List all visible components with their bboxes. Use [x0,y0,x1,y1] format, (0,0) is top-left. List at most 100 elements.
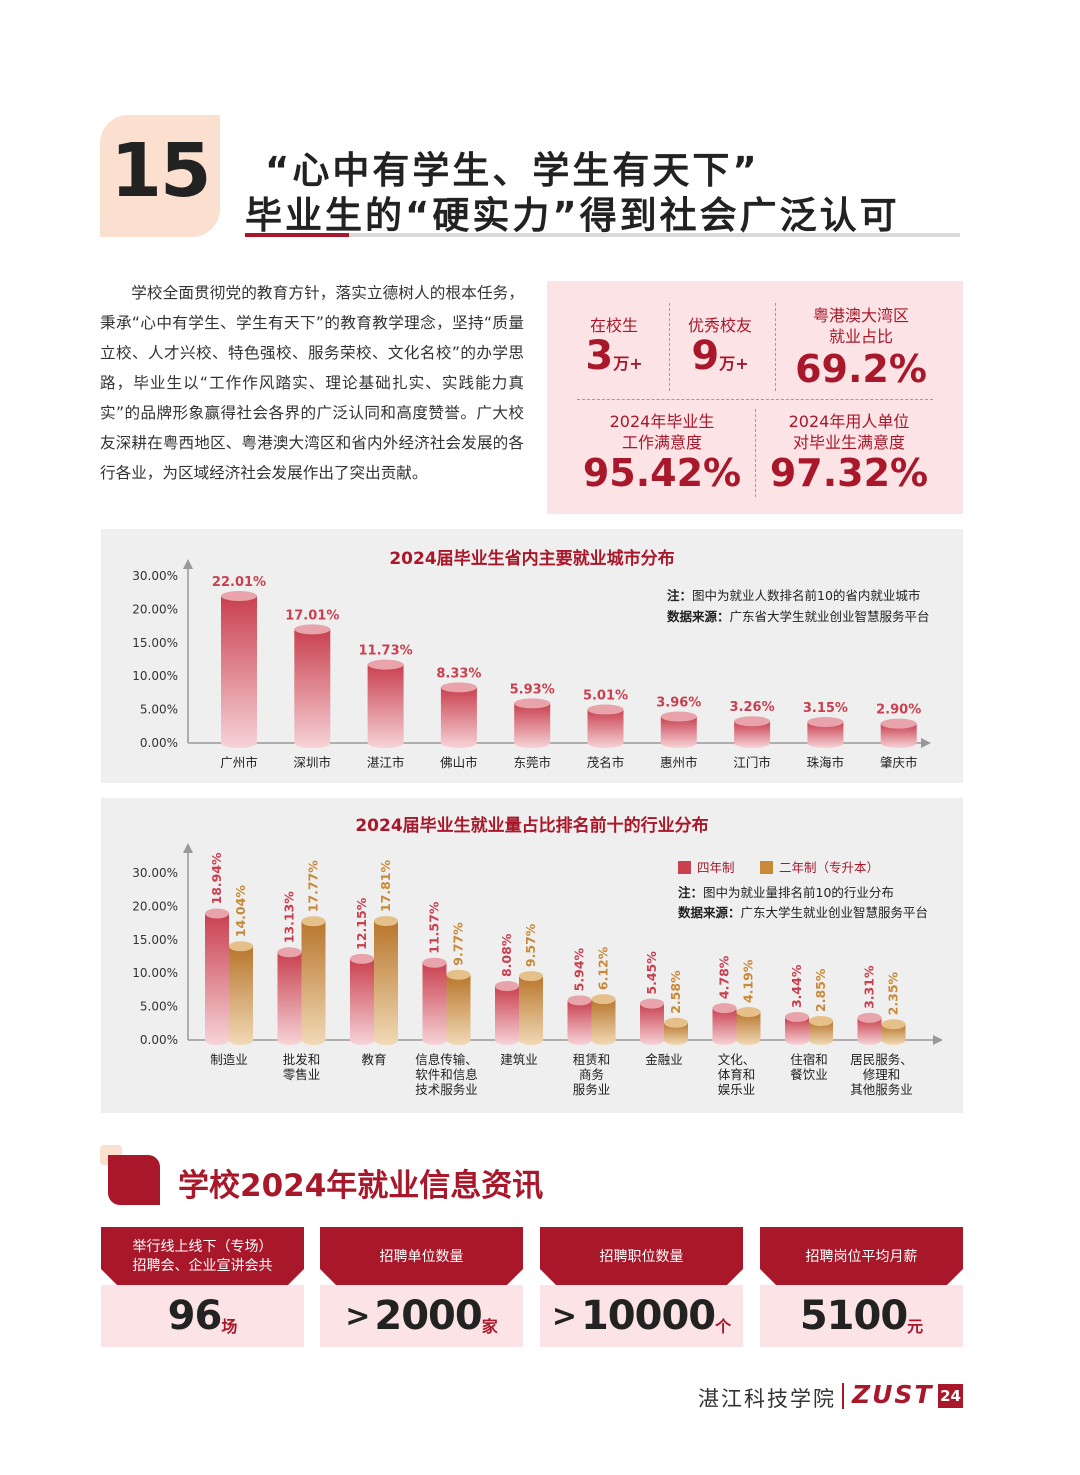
industry-bar-top [519,971,543,982]
industry-bar [350,958,374,1045]
industry-category-label-line: 餐饮业 [790,1067,828,1082]
industry-bar [495,986,519,1045]
y-tick-label: 5.00% [140,703,178,717]
info-card-unit: 家 [481,1317,498,1336]
industry-category-label: 信息传输、软件和信息技术服务业 [415,1052,478,1097]
section-title: 学校2024年就业信息资讯 [178,1168,544,1204]
alumni-value: 9万+ [675,333,765,379]
stats-panel: 在校生 3万+ 优秀校友 9万+ 粤港澳大湾区 就业占比 69.2% 2024年… [547,281,963,514]
industry-bar-top [350,953,374,964]
y-tick-label: 0.00% [140,1033,178,1047]
source-label: 数据来源： [667,609,730,624]
employer-satisfaction-value: 97.32% [769,451,929,495]
city-category-label: 东莞市 [513,755,551,770]
industry-bar-value-label: 17.81% [378,859,393,912]
section-number: 15 [110,128,212,214]
y-tick-label: 0.00% [140,736,178,750]
industry-bar [374,921,398,1045]
city-bar-value-label: 11.73% [359,644,413,659]
legend-swatch-red [678,861,691,874]
legend-four-year: 四年制 [678,857,735,876]
students-number: 3 [585,333,614,379]
city-category-label: 深圳市 [294,755,332,770]
info-card-head: 招聘岗位平均月薪 [760,1227,963,1287]
industry-bar-top [422,957,447,968]
x-axis-arrow [921,738,931,748]
industry-bar-value-label: 5.45% [644,951,659,995]
industry-bar-top [857,1012,882,1023]
industry-category-label: 制造业 [210,1052,248,1067]
source-label: 数据来源： [678,905,741,920]
y-axis-arrow [183,559,193,569]
city-chart-note: 注：图中为就业人数排名前10的省内就业城市 [667,585,920,604]
info-card-value: 10000 [580,1293,716,1339]
city-category-label: 肇庆市 [880,755,918,770]
city-bar [514,703,551,748]
city-bar [294,629,331,748]
footer-logo: ZUST [852,1380,934,1409]
note-label: 注： [667,588,693,603]
city-category-label: 茂名市 [587,755,625,770]
city-bar-value-label: 3.15% [803,701,848,716]
industry-bar-value-label: 3.44% [789,964,804,1008]
industry-bar-top [809,1015,833,1026]
city-category-label: 惠州市 [660,755,698,770]
industry-bar-top [736,1007,761,1018]
city-bar-top [440,682,477,693]
industry-bar [881,1024,906,1045]
industry-category-label-line: 娱乐业 [718,1082,756,1097]
city-bar-top [221,590,257,601]
industry-bar-top [712,1003,737,1014]
city-bar-value-label: 8.33% [436,666,481,681]
industry-bar-value-label: 9.57% [523,923,538,967]
section-decoration [108,1155,160,1205]
x-axis-arrow [933,1035,943,1045]
stats-divider [775,303,776,391]
city-bar [587,709,624,748]
city-bar-value-label: 3.26% [730,700,775,715]
y-tick-label: 10.00% [132,669,178,683]
info-card-value: 96 [167,1293,223,1339]
title-underline-accent [245,233,349,237]
city-bar-value-label: 2.90% [876,703,921,718]
info-card-unit: 个 [715,1317,732,1336]
industry-bar-value-label: 11.57% [427,901,442,954]
y-tick-label: 30.00% [132,866,178,880]
industry-bar-top [277,947,302,958]
gba-label: 粤港澳大湾区 就业占比 [779,305,943,347]
city-bar-top [367,659,404,670]
industry-bar [857,1017,882,1045]
note-label: 注： [678,885,704,900]
industry-category-label-line: 建筑业 [500,1052,538,1067]
industry-bar-value-label: 18.94% [209,852,224,905]
industry-bar [591,999,616,1045]
industry-bar [519,976,543,1045]
industry-category-label: 住宿和餐饮业 [790,1052,828,1082]
title-underline [245,233,960,237]
industry-bar-top [567,995,592,1006]
city-bar [734,721,771,748]
industry-bar-value-label: 17.77% [306,860,321,913]
industry-bar [229,946,253,1045]
city-bar-top [880,718,917,729]
industry-bar-value-label: 9.77% [451,922,466,966]
industry-category-label-line: 金融业 [645,1052,683,1067]
industry-bar-value-label: 2.58% [668,970,683,1014]
gba-label-line2: 就业占比 [828,327,893,346]
note-text: 图中为就业人数排名前10的省内就业城市 [692,588,921,603]
industry-category-label-line: 技术服务业 [415,1082,478,1097]
industry-bar [809,1020,833,1045]
city-chart-title: 2024届毕业生省内主要就业城市分布 [389,549,675,569]
city-category-label: 广州市 [220,755,258,770]
industry-category-label: 批发和零售业 [283,1052,321,1082]
industry-bar [664,1022,688,1045]
city-bar [367,664,404,748]
industry-chart-note: 注：图中为就业量排名前10的行业分布 [678,882,894,901]
gba-value: 69.2% [795,347,927,391]
industry-bar-value-label: 6.12% [596,946,611,990]
info-card-value: 2000 [374,1293,482,1339]
legend-label: 四年制 [697,860,735,875]
page-number: 24 [938,1384,963,1408]
industry-category-label-line: 修理和 [863,1067,901,1082]
industry-bar [640,1003,664,1045]
